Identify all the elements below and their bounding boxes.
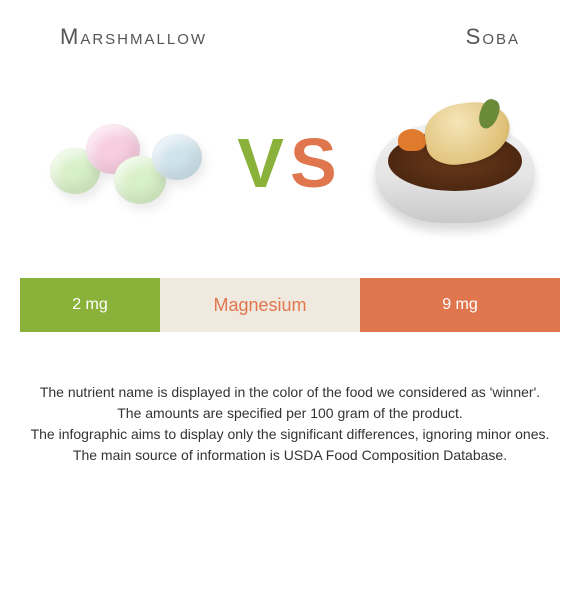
left-food-title: Marshmallow — [60, 24, 207, 50]
vs-label: VS — [237, 123, 342, 203]
vs-s: S — [290, 123, 343, 203]
footer-line: The nutrient name is displayed in the co… — [30, 382, 550, 403]
soba-carrot — [398, 129, 426, 151]
footer-notes: The nutrient name is displayed in the co… — [0, 332, 580, 466]
vs-v: V — [237, 123, 290, 203]
nutrient-left-value: 2 mg — [20, 278, 160, 332]
left-food-image — [40, 93, 210, 233]
right-food-image — [370, 93, 540, 233]
footer-line: The main source of information is USDA F… — [30, 445, 550, 466]
nutrient-right-value: 9 mg — [360, 278, 560, 332]
marshmallow-piece — [152, 134, 202, 180]
comparison-row: VS — [0, 58, 580, 278]
footer-line: The infographic aims to display only the… — [30, 424, 550, 445]
nutrient-bar: 2 mg Magnesium 9 mg — [20, 278, 560, 332]
right-food-title: Soba — [466, 24, 520, 50]
nutrient-name: Magnesium — [160, 278, 360, 332]
footer-line: The amounts are specified per 100 gram o… — [30, 403, 550, 424]
